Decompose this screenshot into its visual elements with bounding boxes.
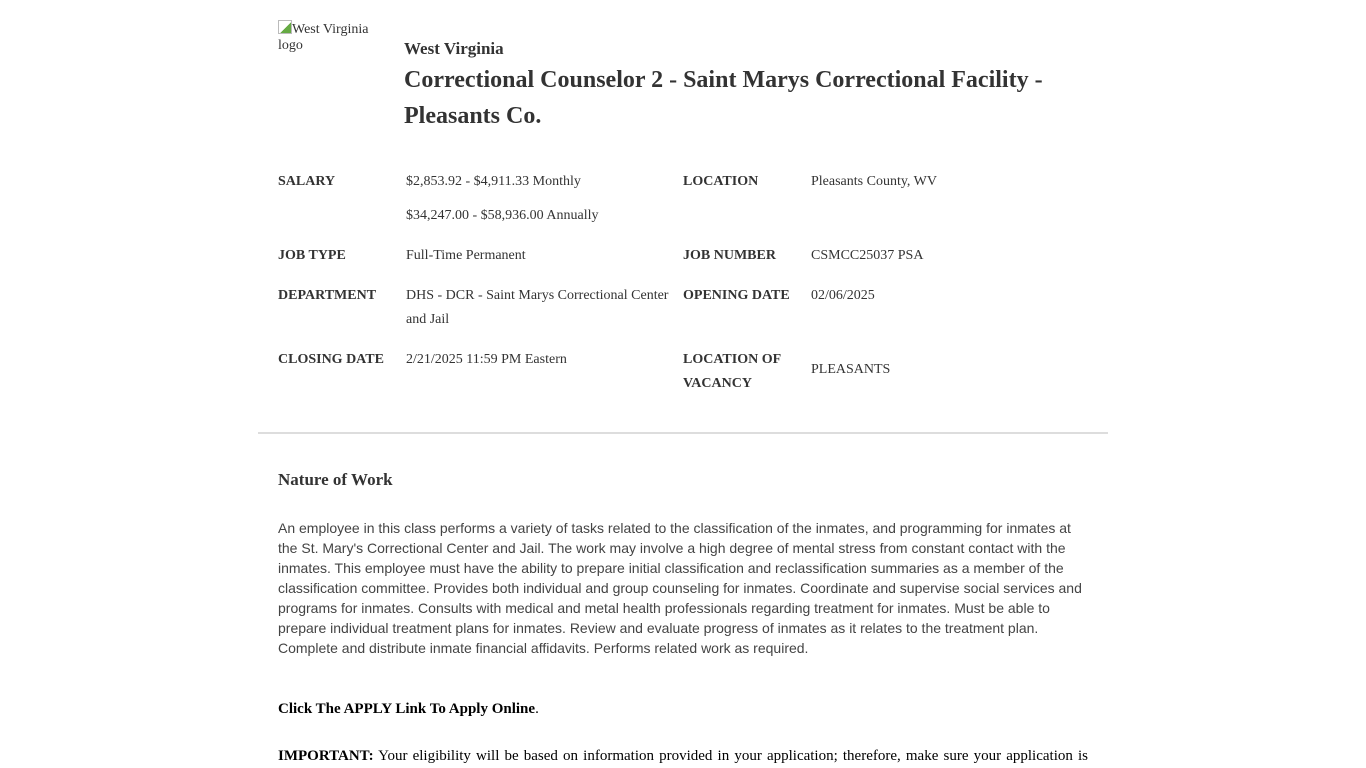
job-info-table: SALARY $2,853.92 - $4,911.33 Monthly LOC… [278,170,1088,396]
opening-date-value: 02/06/2025 [811,288,875,303]
apply-instruction-tail: . [535,701,539,717]
closing-date-label: CLOSING DATE [278,352,384,367]
department-value: DHS - DCR - Saint Marys Correctional Cen… [406,288,669,327]
location-of-vacancy-value: PLEASANTS [811,362,891,377]
job-title: Correctional Counselor 2 - Saint Marys C… [404,67,1043,129]
agency-name: West Virginia [404,39,504,58]
salary-label: SALARY [278,174,336,189]
west-virginia-logo: West Virginia logo [278,20,388,54]
apply-instruction-bold: Click The APPLY Link To Apply Online [278,701,536,717]
job-number-value: CSMCC25037 PSA [811,248,924,263]
info-row-closing-date: CLOSING DATE 2/21/2025 11:59 PM Eastern … [278,348,1088,396]
location-value: Pleasants County, WV [811,174,937,189]
info-row-salary: SALARY $2,853.92 - $4,911.33 Monthly LOC… [278,170,1088,204]
salary-monthly: $2,853.92 - $4,911.33 Monthly [406,174,581,189]
info-row-job-type: JOB TYPE Full-Time Permanent JOB NUMBER … [278,244,1088,284]
salary-annual: $34,247.00 - $58,936.00 Annually [406,208,599,223]
opening-date-label: OPENING DATE [683,288,790,303]
important-notice: IMPORTANT: Your eligibility will be base… [278,748,1088,765]
location-of-vacancy-label: LOCATION OF VACANCY [683,352,781,391]
apply-instruction: Click The APPLY Link To Apply Online. [278,701,539,718]
closing-date-value: 2/21/2025 11:59 PM Eastern [406,352,567,367]
department-label: DEPARTMENT [278,288,377,303]
important-text: Your eligibility will be based on inform… [373,748,1088,764]
info-row-salary-annual: $34,247.00 - $58,936.00 Annually [278,204,1088,244]
job-number-label: JOB NUMBER [683,248,776,263]
section-divider [258,432,1108,434]
info-row-department: DEPARTMENT DHS - DCR - Saint Marys Corre… [278,284,1088,348]
job-type-label: JOB TYPE [278,248,346,263]
important-label: IMPORTANT: [278,748,374,764]
nature-of-work-body: An employee in this class performs a var… [278,520,1082,656]
nature-of-work-heading: Nature of Work [278,470,393,489]
location-label: LOCATION [683,174,759,189]
logo-alt-text: West Virginia logo [278,22,369,53]
job-type-value: Full-Time Permanent [406,248,526,263]
broken-image-icon [278,20,292,34]
